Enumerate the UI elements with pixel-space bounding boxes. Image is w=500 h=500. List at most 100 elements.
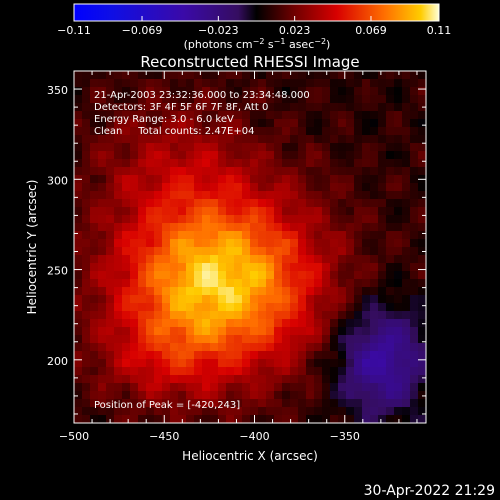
heatmap-cell (410, 399, 419, 408)
heatmap-cell (250, 199, 259, 208)
heatmap-cell (162, 95, 171, 104)
heatmap-cell (130, 255, 139, 264)
heatmap-cell (114, 367, 123, 376)
heatmap-cell (410, 223, 419, 232)
heatmap-cell (322, 119, 331, 128)
heatmap-cell (370, 223, 379, 232)
heatmap-cell (90, 207, 99, 216)
heatmap-cell (314, 71, 323, 80)
heatmap-cell (194, 191, 203, 200)
heatmap-cell (378, 327, 387, 336)
heatmap-cell (106, 127, 115, 136)
heatmap-cell (138, 167, 147, 176)
heatmap-cell (306, 127, 315, 136)
heatmap-cell (250, 151, 259, 160)
heatmap-cell (362, 79, 371, 88)
heatmap-cell (234, 359, 243, 368)
heatmap-cell (130, 71, 139, 80)
heatmap-cell (258, 343, 267, 352)
heatmap-cell (282, 191, 291, 200)
heatmap-cell (258, 183, 267, 192)
heatmap-cell (186, 319, 195, 328)
heatmap-cell (314, 367, 323, 376)
heatmap-cell (226, 415, 235, 423)
heatmap-cell (274, 375, 283, 384)
heatmap-cell (178, 215, 187, 224)
heatmap-cell (322, 207, 331, 216)
heatmap-cell (378, 391, 387, 400)
heatmap-cell (74, 255, 83, 264)
heatmap-cell (290, 175, 299, 184)
heatmap-cell (106, 143, 115, 152)
heatmap-cell (410, 303, 419, 312)
heatmap-cell (242, 191, 251, 200)
heatmap-cell (178, 311, 187, 320)
heatmap-cell (298, 287, 307, 296)
heatmap-cell (306, 287, 315, 296)
heatmap-cell (106, 391, 115, 400)
heatmap-cell (266, 103, 275, 112)
footer-timestamp: 30-Apr-2022 21:29 (364, 483, 495, 499)
heatmap-cell (82, 191, 91, 200)
heatmap-cell (170, 151, 179, 160)
heatmap-cell (362, 103, 371, 112)
heatmap-cell (234, 215, 243, 224)
heatmap-cell (210, 351, 219, 360)
heatmap-cell (74, 263, 83, 272)
heatmap-cell (290, 191, 299, 200)
heatmap-cell (338, 231, 347, 240)
heatmap-cell (82, 159, 91, 168)
heatmap-cell (178, 175, 187, 184)
heatmap-cell (186, 159, 195, 168)
heatmap-cell (90, 215, 99, 224)
heatmap-cell (418, 79, 426, 88)
heatmap-cell (114, 295, 123, 304)
heatmap-cell (402, 375, 411, 384)
heatmap-cell (250, 319, 259, 328)
heatmap-cell (402, 415, 411, 423)
heatmap-cell (138, 207, 147, 216)
heatmap-cell (106, 231, 115, 240)
heatmap-cell (418, 95, 426, 104)
heatmap-cell (162, 415, 171, 423)
heatmap-cell (298, 399, 307, 408)
heatmap-cell (330, 311, 339, 320)
heatmap-cell (194, 335, 203, 344)
heatmap-cell (106, 367, 115, 376)
heatmap-cell (378, 103, 387, 112)
heatmap-cell (138, 127, 147, 136)
heatmap-cell (250, 175, 259, 184)
heatmap-cell (378, 343, 387, 352)
heatmap-cell (354, 191, 363, 200)
heatmap-cell (130, 103, 139, 112)
heatmap-cell (346, 231, 355, 240)
heatmap-cell (106, 167, 115, 176)
heatmap-cell (370, 367, 379, 376)
heatmap-cell (410, 199, 419, 208)
heatmap-cell (186, 415, 195, 423)
heatmap-cell (74, 183, 83, 192)
heatmap-cell (106, 327, 115, 336)
heatmap-cell (386, 399, 395, 408)
heatmap-cell (106, 239, 115, 248)
heatmap-cell (218, 351, 227, 360)
heatmap-cell (242, 207, 251, 216)
heatmap-cell (146, 327, 155, 336)
heatmap-cell (130, 111, 139, 120)
heatmap-cell (82, 183, 91, 192)
heatmap-cell (282, 207, 291, 216)
heatmap-cell (346, 311, 355, 320)
heatmap-cell (322, 295, 331, 304)
heatmap-cell (218, 255, 227, 264)
heatmap-cell (354, 223, 363, 232)
heatmap-cell (170, 367, 179, 376)
heatmap-cell (202, 231, 211, 240)
heatmap-cell (250, 359, 259, 368)
heatmap-cell (346, 151, 355, 160)
heatmap-cell (122, 199, 131, 208)
heatmap-cell (386, 103, 395, 112)
heatmap-cell (202, 367, 211, 376)
heatmap-cell (346, 407, 355, 416)
heatmap-cell (282, 319, 291, 328)
heatmap-cell (410, 367, 419, 376)
